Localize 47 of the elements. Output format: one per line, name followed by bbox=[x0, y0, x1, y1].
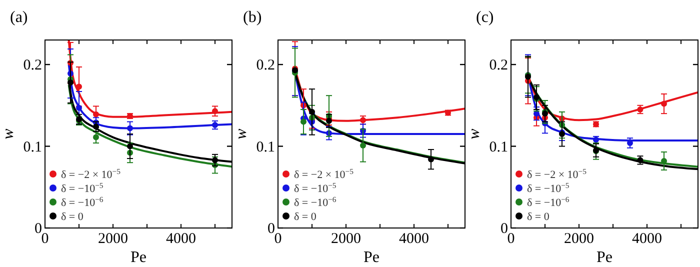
point bbox=[309, 108, 315, 115]
point bbox=[637, 106, 644, 112]
legend-label: δ = −10$^{−6}$ bbox=[527, 194, 570, 209]
y-tick-label: 0.2 bbox=[23, 58, 42, 74]
point bbox=[360, 142, 366, 148]
legend-label: δ = −10$^{−5}$ bbox=[61, 180, 104, 195]
x-tick-label: 4000 bbox=[399, 231, 429, 247]
point bbox=[127, 125, 133, 132]
x-axis-title: Pe bbox=[596, 249, 612, 266]
point bbox=[93, 134, 99, 140]
legend-label: δ = −10$^{−5}$ bbox=[294, 180, 336, 195]
y-tick-label: 0 bbox=[500, 221, 508, 237]
point bbox=[212, 108, 218, 114]
chart-title: (a) bbox=[10, 9, 28, 26]
y-tick-label: 0.2 bbox=[489, 58, 508, 74]
y-tick-label: 0 bbox=[268, 221, 275, 237]
legend-label: δ = −10$^{−6}$ bbox=[294, 194, 336, 209]
x-tick-label: 2000 bbox=[564, 231, 594, 247]
legend-label: δ = 0 bbox=[294, 211, 317, 223]
chart-title: (c) bbox=[476, 9, 494, 26]
y-tick-label: 0.1 bbox=[256, 139, 275, 156]
point bbox=[326, 118, 332, 124]
x-tick-label: 4000 bbox=[632, 231, 662, 247]
legend-label: δ = −2 × 10$^{−5}$ bbox=[294, 166, 354, 181]
y-tick-label: 0 bbox=[34, 221, 42, 237]
y-axis-title: w bbox=[466, 128, 483, 140]
x-tick-label: 2000 bbox=[98, 231, 128, 247]
y-axis-title: w bbox=[233, 128, 250, 140]
legend-label: δ = −2 × 10$^{−5}$ bbox=[527, 166, 587, 181]
y-tick-label: 0.2 bbox=[256, 58, 275, 74]
y-axis-title: w bbox=[0, 128, 17, 140]
y-tick-label: 0.1 bbox=[23, 139, 42, 156]
x-axis-title: Pe bbox=[130, 249, 146, 266]
point bbox=[212, 122, 218, 128]
x-tick-label: 4000 bbox=[166, 231, 196, 247]
legend-label: δ = −10$^{−5}$ bbox=[527, 180, 570, 195]
line-series bbox=[68, 40, 232, 118]
legend-label: δ = 0 bbox=[527, 211, 550, 223]
legend-label: δ = −10$^{−6}$ bbox=[61, 194, 104, 209]
x-tick-label: 2000 bbox=[331, 231, 361, 247]
chart-title: (b) bbox=[243, 9, 262, 26]
point bbox=[428, 156, 434, 162]
point bbox=[661, 100, 667, 107]
y-tick-label: 0.1 bbox=[489, 139, 508, 156]
x-axis-title: Pe bbox=[364, 249, 380, 266]
legend-label: δ = −2 × 10$^{−5}$ bbox=[61, 166, 121, 181]
legend-label: δ = 0 bbox=[61, 211, 84, 223]
